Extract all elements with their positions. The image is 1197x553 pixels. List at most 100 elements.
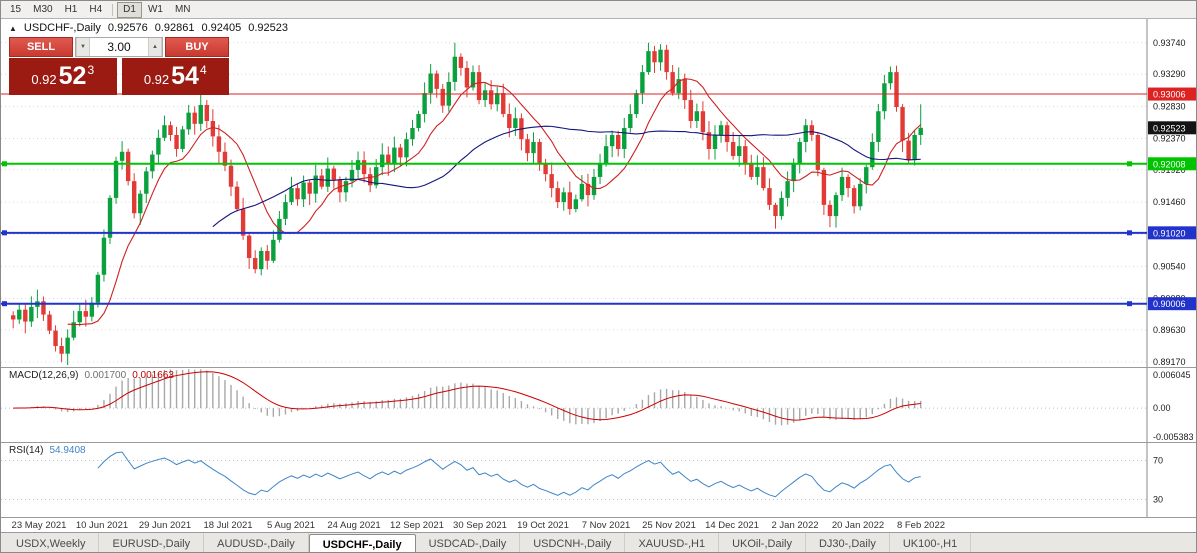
date-label: 18 Jul 2021 (203, 520, 253, 531)
buy-price-display[interactable]: 0.92 54 4 (121, 58, 229, 95)
chart-tab-xauusd-h1[interactable]: XAUUSD-,H1 (625, 533, 720, 552)
price-axis-label: 0.92370 (1153, 133, 1186, 143)
candle-body (779, 197, 784, 217)
volume-control: ▼ ▲ (75, 37, 163, 57)
time-axis[interactable]: 23 May 2021 10 Jun 2021 29 Jun 2021 18 Jul … (1, 517, 1196, 532)
candle-body (730, 141, 736, 156)
candle-body (791, 162, 796, 182)
candle-body (380, 154, 385, 168)
rsi-panel: 70 30 RSI(14) 54.9408 (1, 442, 1196, 517)
macd-histogram (18, 369, 922, 426)
rsi-chart[interactable]: 70 30 (1, 443, 1197, 517)
horizontal-level-lines[interactable]: 0.93006 0.92008 0.91020 0.90006 (1, 87, 1197, 311)
ma-slow-line (212, 125, 921, 228)
candle-body (355, 160, 361, 170)
timeframe-button-M30[interactable]: M30 (27, 2, 58, 18)
candle-body (319, 175, 324, 187)
candle-body (670, 72, 675, 94)
candle-body (803, 125, 808, 142)
candle-body (827, 204, 833, 217)
price-axis-label: 0.91460 (1153, 197, 1186, 207)
candle-body (507, 114, 512, 129)
volume-increase-button[interactable]: ▲ (148, 38, 162, 56)
chart-tab-bar: USDX,Weekly EURUSD-,Daily AUDUSD-,Daily USD… (1, 532, 1196, 552)
candle-body (301, 182, 306, 200)
candle-body (422, 93, 427, 115)
candle-body (543, 162, 548, 175)
candle-body (253, 257, 258, 270)
candle-body (452, 56, 458, 82)
volume-input[interactable] (90, 38, 148, 56)
candle-body (864, 167, 869, 184)
chart-tab-audusd-daily[interactable]: AUDUSD-,Daily (204, 533, 309, 552)
price-chart[interactable]: 0.937400.932900.928300.923700.919200.914… (1, 19, 1197, 367)
candle-body (597, 162, 603, 177)
high-value: 0.92861 (154, 22, 195, 34)
candle-body (59, 346, 64, 354)
chart-tab-usdx-weekly[interactable]: USDX,Weekly (3, 533, 100, 552)
timeframe-button-W1[interactable]: W1 (142, 2, 169, 18)
candle-body (664, 49, 669, 73)
candle-body (694, 111, 700, 122)
sell-button[interactable]: SELL (9, 37, 73, 57)
chart-tab-dj30-daily[interactable]: DJ30-,Daily (806, 533, 890, 552)
candle-body (573, 199, 579, 210)
candle-body (743, 146, 748, 163)
candle-body (761, 167, 766, 189)
macd-main-value: 0.001700 (84, 370, 127, 381)
date-label: 5 Aug 2021 (266, 520, 316, 531)
chart-tab-ukoil-daily[interactable]: UKOil-,Daily (719, 533, 806, 552)
candle-body (737, 146, 742, 156)
sell-price-display[interactable]: 0.92 52 3 (9, 58, 117, 95)
candle-body (101, 237, 107, 275)
candle-body (216, 136, 222, 152)
candle-body (646, 51, 651, 73)
macd-axis-zero: 0.00 (1153, 403, 1171, 413)
candle-body (392, 147, 397, 165)
candle-body (706, 132, 712, 149)
rsi-level-label: 30 (1153, 494, 1163, 504)
macd-signal-value: 0.001663 (132, 370, 174, 381)
timeframe-button-D1[interactable]: D1 (117, 1, 142, 18)
hline-price-badge (1148, 297, 1196, 311)
chart-tab-usdcnh-daily[interactable]: USDCNH-,Daily (520, 533, 626, 552)
candle-body (537, 141, 542, 163)
candle-body (616, 135, 621, 149)
timeframe-button-15[interactable]: 15 (4, 2, 27, 18)
macd-chart[interactable]: 0.006045 0.00 -0.005383 (1, 368, 1197, 442)
collapse-trade-panel-icon[interactable]: ▲ (9, 23, 17, 33)
chart-tab-usdcad-daily[interactable]: USDCAD-,Daily (416, 533, 521, 552)
timeframe-button-H4[interactable]: H4 (83, 2, 108, 18)
candle-body (77, 311, 82, 323)
candle-body (858, 183, 863, 207)
candle-body (821, 169, 827, 205)
buy-price-base: 0.92 (143, 72, 170, 87)
candle-body (845, 176, 851, 189)
open-value: 0.92576 (107, 22, 148, 34)
volume-decrease-button[interactable]: ▼ (76, 38, 90, 56)
candle-body (882, 83, 887, 112)
candle-body (361, 160, 367, 175)
candle-body (876, 111, 881, 142)
buy-button[interactable]: BUY (165, 37, 229, 57)
timeframe-button-H1[interactable]: H1 (59, 2, 84, 18)
chart-tab-usdchf-daily[interactable]: USDCHF-,Daily (308, 534, 416, 552)
candle-body (652, 51, 657, 63)
candle-body (434, 73, 439, 89)
rsi-label: RSI(14) 54.9408 (9, 445, 86, 456)
candle-body (283, 202, 288, 219)
candle-body (809, 125, 814, 135)
date-label: 7 Nov 2021 (581, 520, 631, 531)
candle-body (168, 125, 173, 135)
candle-body (325, 168, 330, 187)
candle-body (495, 93, 500, 105)
hline-handle (2, 230, 7, 236)
timeframe-button-MN[interactable]: MN (169, 2, 197, 18)
chart-tab-eurusd-daily[interactable]: EURUSD-,Daily (99, 533, 205, 552)
macd-axis-min: -0.005383 (1153, 432, 1194, 442)
candle-body (259, 251, 264, 270)
candle-body (95, 274, 101, 303)
candle-body (815, 135, 821, 170)
chart-tab-uk100-h1[interactable]: UK100-,H1 (890, 533, 972, 552)
candle-body (585, 183, 591, 196)
